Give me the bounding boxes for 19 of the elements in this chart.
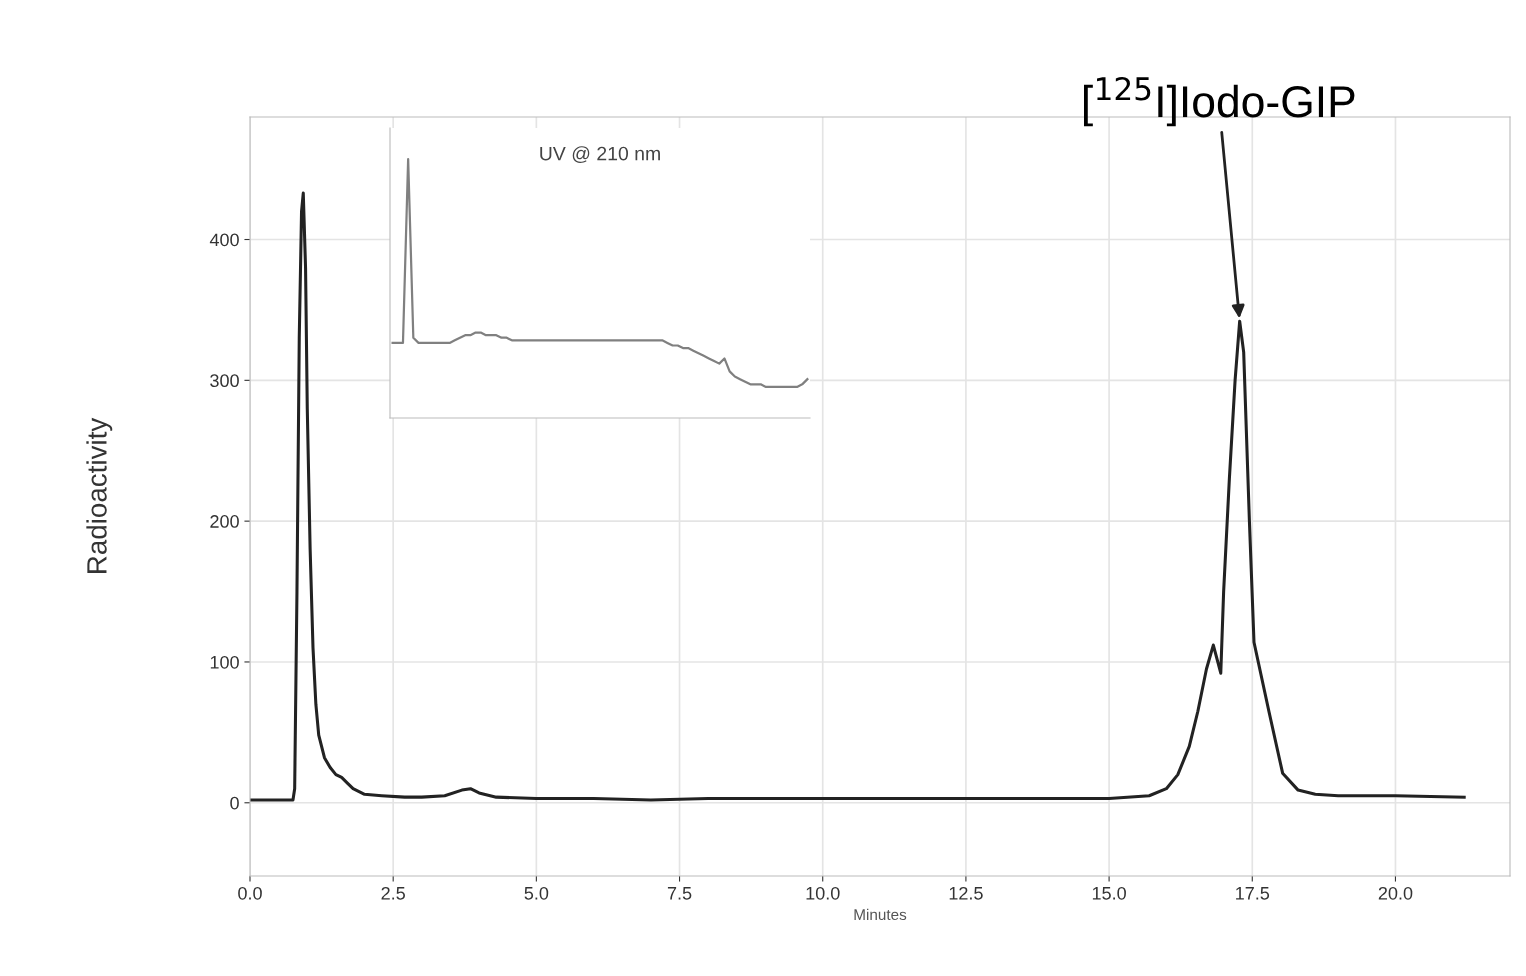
- x-tick-label: 10.0: [806, 886, 840, 900]
- y-axis-title: Radioactivity: [86, 417, 113, 573]
- annotation: [$^{125}$I]Iodo-GIP: [1084, 76, 1355, 127]
- y-tick-label: 400: [209, 233, 239, 247]
- y-tick-label: 200: [210, 515, 239, 528]
- x-tick-label: 5.0: [524, 886, 549, 900]
- line-series: [250, 191, 1466, 802]
- x-tick-label: 17.5: [1236, 887, 1270, 900]
- x-tick-label: 20.0: [1378, 886, 1413, 900]
- y-tick-label: 100: [210, 655, 239, 669]
- y-tick-label: 300: [210, 374, 239, 388]
- x-tick-label: 7.5: [667, 887, 692, 900]
- x-tick-label: 2.5: [381, 886, 405, 900]
- x-tick-label: 15.0: [1092, 886, 1126, 900]
- y-tick-label: 0: [230, 796, 239, 810]
- chart-title: UV @ 210 nm: [540, 146, 660, 163]
- x-tick-label: 0.0: [238, 886, 262, 900]
- x-tick-label: 12.5: [949, 886, 983, 900]
- x-axis-title: Minutes: [854, 908, 907, 921]
